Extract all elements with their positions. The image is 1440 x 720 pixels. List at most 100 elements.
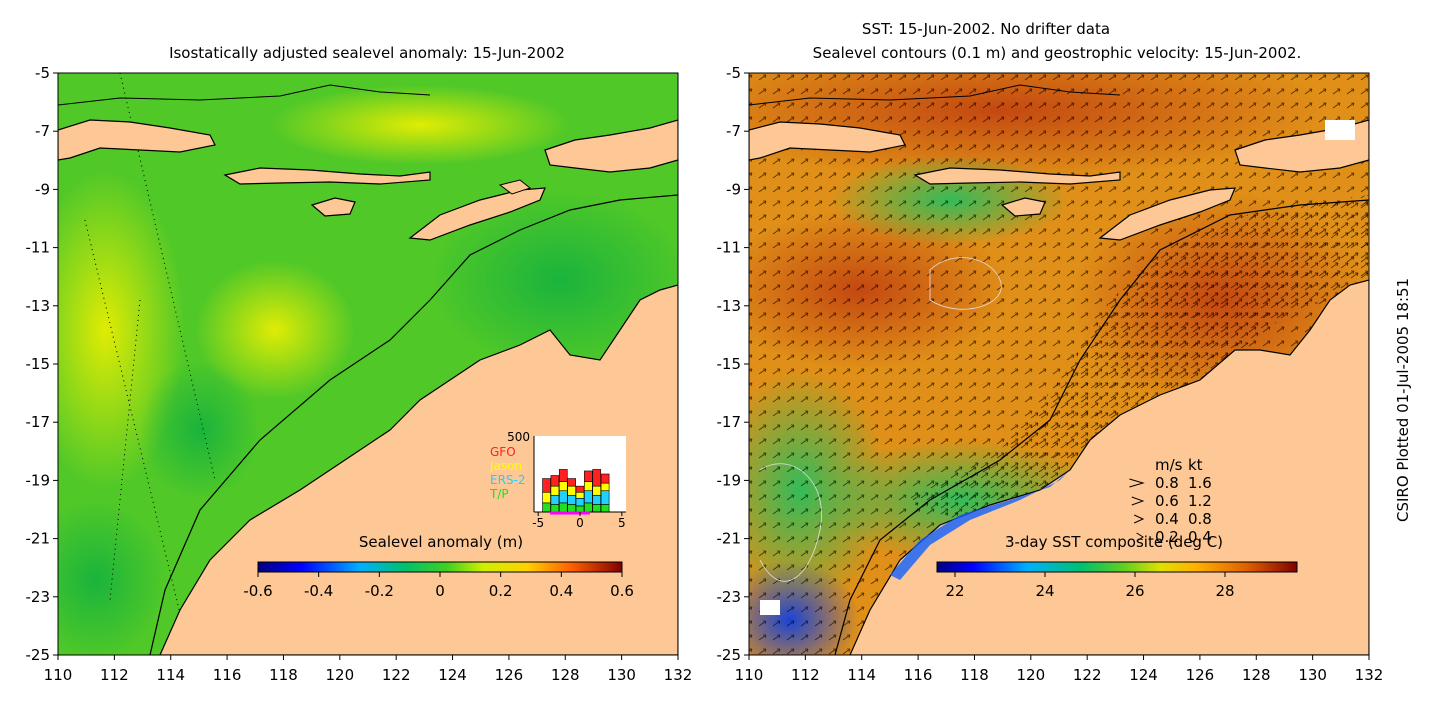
left-lon-tick-label: 112	[100, 666, 129, 684]
inset-bar-segment-tp	[575, 505, 585, 513]
velocity-legend-rows: 0.8 1.60.6 1.20.4 0.80.2 0.4	[1129, 474, 1212, 546]
left-track-3	[109, 299, 141, 601]
left-colorbar-label: Sealevel anomaly (m)	[359, 533, 523, 551]
left-lon-ticks: 110 112 114 116 118 120 122 124 126 128 130 132	[44, 655, 693, 684]
velocity-legend-ms: 0.6	[1155, 492, 1179, 510]
velocity-legend-ms: 0.8	[1155, 474, 1179, 492]
left-colorbar-tick-label: 0.6	[610, 582, 634, 600]
left-lat-tick-label: -21	[26, 530, 51, 548]
right-colorbar-label: 3-day SST composite (deg C)	[1005, 533, 1223, 551]
left-lon-tick-label: 110	[44, 666, 73, 684]
inset-legend-t-p: T/P	[489, 487, 509, 501]
left-colorbar-tick-label: -0.2	[365, 582, 394, 600]
left-lon-tick-label: 124	[438, 666, 467, 684]
inset-bar-segment-gfo	[542, 478, 551, 493]
left-lat-tick-label: -19	[26, 471, 51, 489]
inset-bar-segment-jason	[558, 481, 568, 492]
velocity-legend-arrow	[1129, 478, 1145, 488]
left-lon-tick-label: 114	[156, 666, 185, 684]
inset-bar-segment-tp	[550, 504, 560, 513]
right-lon-tick-label: 132	[1355, 666, 1384, 684]
right-sealevel-contour-2	[759, 463, 822, 582]
right-lon-tick-label: 126	[1186, 666, 1215, 684]
right-lat-tick-label: -13	[717, 297, 742, 315]
inset-bar-segment-ers	[600, 490, 610, 505]
inset-bar-segment-jason	[592, 485, 602, 496]
left-lon-tick-label: 120	[325, 666, 354, 684]
inset-bar-segment-ers	[584, 490, 593, 504]
inset-legend-jason: Jason	[489, 459, 522, 473]
left-lon-tick-label: 126	[495, 666, 524, 684]
right-lat-tick-label: -5	[726, 64, 741, 82]
left-sla-low-east	[430, 190, 678, 370]
velocity-legend: m/s kt 0.8 1.60.6 1.20.4 0.80.2 0.4	[1129, 456, 1212, 546]
left-north-coast-line	[58, 84, 431, 106]
inset-bar-segment-tp	[542, 502, 551, 513]
right-shelf-contour	[834, 199, 1369, 655]
right-lat-tick-label: -9	[726, 180, 741, 198]
left-lat-tick-label: -9	[35, 180, 50, 198]
inset-bar-segment-tp	[592, 504, 602, 513]
inset-bar-segment-tp	[584, 502, 593, 513]
left-sla-low-mid	[140, 360, 260, 500]
right-lat-ticks: -5 -7 -9 -11 -13 -15 -17 -19 -21 -23 -25	[717, 64, 749, 664]
inset-bar-segment-ers	[575, 498, 585, 507]
left-lat-tick-label: -15	[26, 355, 51, 373]
right-lat-tick-label: -21	[717, 530, 742, 548]
left-sla-low-sw	[58, 500, 165, 655]
inset-bar-segment-gfo	[567, 478, 576, 487]
inset-bar-segment-tp	[567, 504, 576, 513]
inset-bar-segment-tp	[558, 502, 568, 513]
left-colorbar	[257, 561, 623, 573]
right-north-coast-line	[749, 84, 1121, 106]
inset-bar-segment-gfo	[558, 469, 568, 482]
inset-bar-segment-ers	[558, 490, 568, 504]
inset-bar-segment-jason	[575, 491, 585, 499]
right-nodata-patch-1	[1325, 120, 1355, 140]
inset-bar-segment-jason	[584, 481, 593, 492]
right-java-island	[749, 121, 906, 161]
inset-legend-gfo: GFO	[490, 445, 516, 459]
left-lon-tick-label: 122	[382, 666, 411, 684]
right-lon-tick-label: 116	[904, 666, 933, 684]
left-lon-tick-label: 116	[213, 666, 242, 684]
left-lat-tick-label: -7	[35, 122, 50, 140]
right-lon-tick-label: 130	[1298, 666, 1327, 684]
left-lat-tick-label: -25	[26, 646, 51, 664]
inset-bar-segment-gfo	[550, 475, 560, 487]
right-lat-tick-label: -11	[717, 239, 742, 257]
left-colorbar-tick-label: -0.6	[243, 582, 272, 600]
inset-bar-segment-jason	[542, 491, 551, 504]
right-lon-tick-label: 114	[847, 666, 876, 684]
inset-bars	[542, 469, 610, 513]
inset-x-tick-label: -5	[532, 516, 544, 530]
right-timor-island	[1098, 187, 1236, 241]
left-sla-high-center	[195, 260, 355, 400]
right-lon-tick-label: 128	[1242, 666, 1271, 684]
right-lat-tick-label: -25	[717, 646, 742, 664]
right-colorbar-tick-label: 24	[1035, 582, 1054, 600]
left-shelf-contour	[149, 194, 678, 655]
left-lat-tick-label: -5	[35, 64, 50, 82]
right-lat-tick-label: -15	[717, 355, 742, 373]
inset-x-tick-label: 0	[576, 516, 584, 530]
left-small-island	[498, 179, 532, 195]
right-lon-tick-label: 110	[735, 666, 764, 684]
right-panel-title-line1: SST: 15-Jun-2002. No drifter data	[862, 20, 1110, 38]
left-sumba-island	[310, 197, 356, 217]
right-lon-tick-label: 122	[1073, 666, 1102, 684]
left-timor-island	[408, 187, 546, 241]
right-velocity-shelf-dense	[900, 195, 1369, 520]
right-sumba-island	[1000, 197, 1046, 217]
right-australia-land	[849, 279, 1369, 655]
velocity-legend-arrow	[1136, 532, 1144, 542]
velocity-legend-arrow	[1131, 496, 1145, 506]
left-nusa-tenggara	[223, 167, 431, 185]
left-lon-tick-label: 132	[664, 666, 693, 684]
velocity-legend-header-kt: kt	[1188, 456, 1203, 474]
velocity-legend-ms: 0.4	[1155, 510, 1179, 528]
right-lat-tick-label: -23	[717, 588, 742, 606]
inset-bar-segment-gfo	[575, 485, 585, 493]
